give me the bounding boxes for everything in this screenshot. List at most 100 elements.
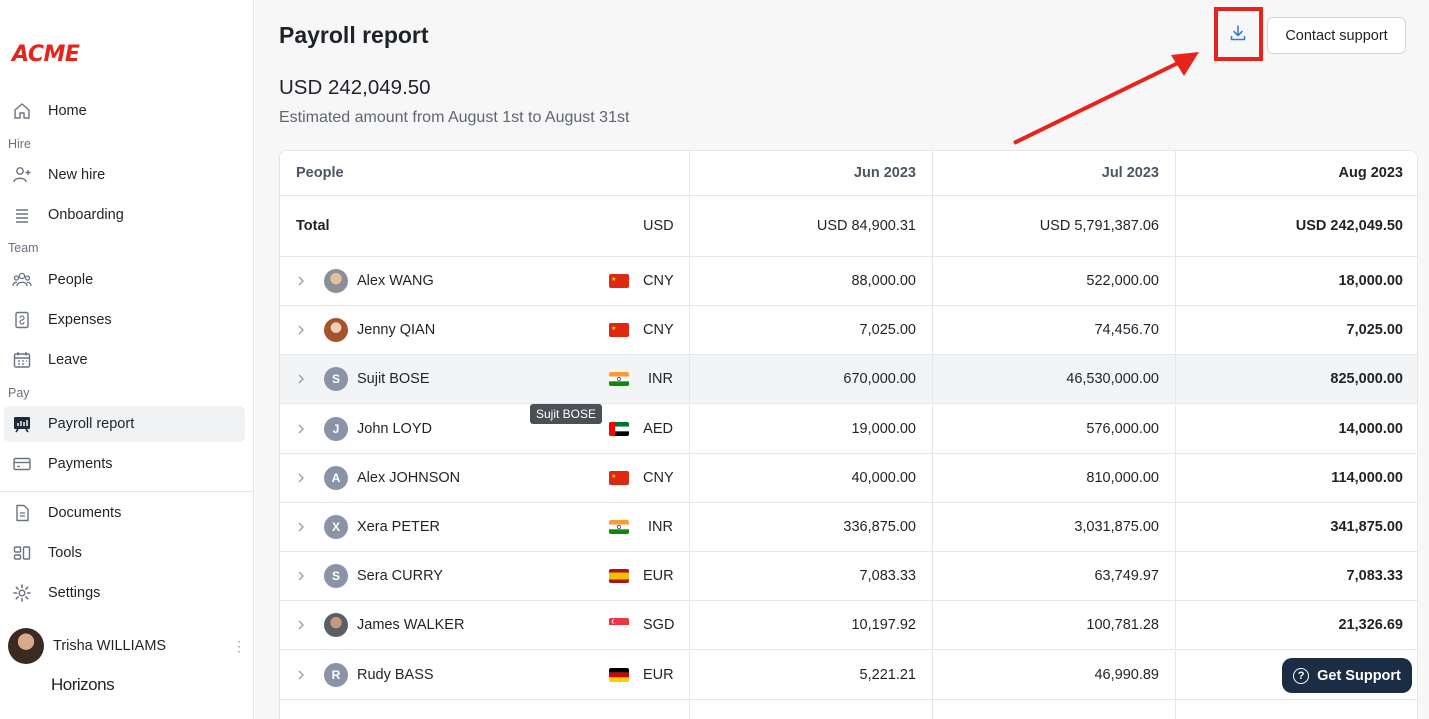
svg-text:★: ★ — [611, 325, 616, 332]
chevron-right-icon[interactable] — [296, 324, 312, 336]
table-row[interactable] — [280, 699, 1417, 719]
chevron-right-icon[interactable] — [296, 619, 312, 631]
person-cell: J John LOYD AED — [280, 404, 690, 453]
currency-code: CNY — [643, 322, 674, 339]
sidebar-item-onboarding[interactable]: Onboarding — [4, 197, 245, 233]
sidebar-item-people[interactable]: People — [4, 262, 245, 298]
contact-support-button[interactable]: Contact support — [1267, 17, 1406, 54]
table-row[interactable]: S Sujit BOSE INR 670,000.00 46,530,000.00 825… — [280, 355, 1417, 405]
svg-text:★: ★ — [611, 276, 616, 283]
person-cell: S Sera CURRY EUR — [280, 552, 690, 601]
amount-jun: 88,000.00 — [690, 257, 933, 305]
flag-in-icon — [609, 520, 629, 534]
amount-subtitle: Estimated amount from August 1st to Augu… — [279, 109, 630, 126]
currency-code: EUR — [643, 568, 674, 585]
person-name[interactable]: Xera PETER — [357, 519, 440, 535]
person-name[interactable]: James WALKER — [357, 617, 465, 634]
get-support-label: Get Support — [1317, 667, 1401, 684]
table-row[interactable]: James WALKER SGD 10,197.92 100,781.28 21,326… — [280, 601, 1417, 651]
sidebar-item-label: Settings — [48, 585, 101, 601]
column-header-aug[interactable]: Aug 2023 — [1338, 165, 1403, 181]
table-row[interactable]: Jenny QIAN ★ CNY 7,025.00 74,456.70 7,025.00 — [280, 306, 1417, 356]
flag-cn-icon: ★ — [609, 274, 629, 288]
flag-de-icon — [609, 667, 629, 682]
avatar — [324, 269, 348, 293]
amount-aug: 21,326.69 — [1338, 617, 1403, 634]
table-row[interactable]: X Xera PETER INR 336,875.00 3,031,875.00 341,… — [280, 503, 1417, 552]
person-name[interactable]: Rudy BASS — [357, 666, 434, 683]
chevron-right-icon[interactable] — [296, 669, 312, 681]
column-header-jul[interactable]: Jul 2023 — [933, 151, 1176, 195]
sidebar-item-label: Tools — [48, 545, 82, 561]
sidebar-item-settings[interactable]: Settings — [4, 575, 245, 611]
acme-logo[interactable]: ACME — [12, 42, 80, 67]
sidebar-item-home[interactable]: Home — [4, 93, 245, 129]
download-icon — [1228, 23, 1248, 48]
sidebar-item-expenses[interactable]: Expenses — [4, 302, 245, 338]
sidebar-item-label: New hire — [48, 167, 106, 183]
amount-aug: 114,000.00 — [1331, 469, 1403, 486]
sidebar-item-label: Payments — [48, 456, 113, 472]
column-header-people[interactable]: People — [280, 151, 690, 195]
table-row[interactable]: S Sera CURRY EUR 7,083.33 63,749.97 7,083.33 — [280, 552, 1417, 602]
user-profile[interactable]: Trisha WILLIAMS ⋮ — [8, 628, 246, 664]
sidebar-item-payroll-report[interactable]: Payroll report — [4, 406, 245, 442]
amount-aug: 18,000.00 — [1338, 273, 1403, 289]
column-header-jun[interactable]: Jun 2023 — [690, 151, 933, 195]
flag-es-icon — [609, 569, 629, 584]
sidebar-item-leave[interactable]: Leave — [4, 342, 245, 378]
chevron-right-icon[interactable] — [296, 275, 312, 287]
amount-jul: 46,530,000.00 — [933, 355, 1176, 404]
avatar: S — [324, 367, 348, 392]
person-name[interactable]: John LOYD — [357, 420, 432, 437]
table-row[interactable]: R Rudy BASS EUR 5,221.21 46,990.89 — [280, 650, 1417, 700]
sidebar-item-new-hire[interactable]: New hire — [4, 157, 245, 193]
currency-code: EUR — [643, 666, 674, 683]
total-label: Total — [296, 218, 330, 234]
horizons-brand-logo: Horizons — [51, 675, 115, 694]
get-support-button[interactable]: ? Get Support — [1282, 658, 1412, 693]
amount-aug: 7,083.33 — [1346, 568, 1403, 585]
avatar: S — [324, 564, 348, 589]
person-name[interactable]: Alex JOHNSON — [357, 469, 461, 486]
gear-icon — [12, 583, 32, 603]
kebab-menu-icon[interactable]: ⋮ — [232, 637, 246, 654]
chevron-right-icon[interactable] — [296, 373, 312, 385]
sidebar-item-label: Leave — [48, 352, 88, 368]
amount-aug: 7,025.00 — [1346, 322, 1403, 339]
download-button[interactable] — [1220, 17, 1256, 53]
sidebar-item-label: People — [48, 272, 94, 288]
sidebar-item-documents[interactable]: Documents — [4, 495, 245, 531]
total-aug: USD 242,049.50 — [1295, 218, 1403, 234]
chevron-right-icon[interactable] — [296, 570, 312, 582]
table-row[interactable]: A Alex JOHNSON ★ CNY 40,000.00 810,000.00 114,… — [280, 453, 1417, 503]
sidebar-item-label: Home — [48, 103, 87, 119]
person-name[interactable]: Sera CURRY — [357, 568, 443, 585]
chevron-right-icon[interactable] — [296, 423, 312, 435]
flag-sg-icon — [609, 618, 629, 633]
person-name[interactable]: Alex WANG — [357, 273, 434, 289]
amount-jul — [933, 699, 1176, 719]
table-row[interactable]: Alex WANG ★ CNY 88,000.00 522,000.00 18,000.0… — [280, 257, 1417, 306]
person-name[interactable]: Sujit BOSE — [357, 371, 430, 388]
person-name[interactable]: Jenny QIAN — [357, 322, 436, 339]
flag-in-icon — [609, 372, 629, 387]
avatar: R — [324, 662, 348, 687]
chevron-right-icon[interactable] — [296, 521, 312, 533]
table-row[interactable]: J John LOYD AED 19,000.00 576,000.00 14,000.0… — [280, 404, 1417, 454]
total-label-cell: Total USD — [280, 196, 690, 256]
flag-cn-icon: ★ — [609, 323, 629, 338]
tooltip: Sujit BOSE — [530, 404, 603, 424]
person-cell: Jenny QIAN ★ CNY — [280, 306, 690, 355]
avatar — [324, 613, 348, 638]
amount-aug: 825,000.00 — [1330, 371, 1403, 388]
amount-jun: 5,221.21 — [690, 650, 933, 699]
chevron-right-icon[interactable] — [296, 472, 312, 484]
avatar: X — [324, 515, 348, 539]
calendar-icon — [12, 350, 32, 370]
sidebar-item-tools[interactable]: Tools — [4, 535, 245, 571]
amount-jul: 810,000.00 — [933, 453, 1176, 502]
sidebar-item-payments[interactable]: Payments — [4, 446, 245, 482]
person-cell: R Rudy BASS EUR — [280, 650, 690, 699]
amount-jun: 336,875.00 — [690, 503, 933, 551]
